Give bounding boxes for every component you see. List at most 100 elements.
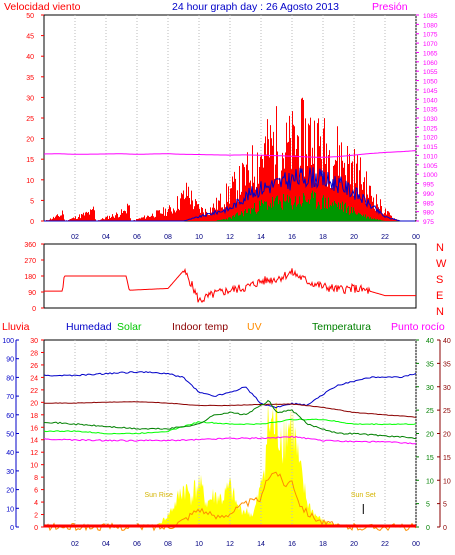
pressure-axis-tick-label: 1070 (423, 41, 438, 48)
wind-gust-series (45, 97, 401, 221)
rain-tick-label: 28 (30, 350, 38, 357)
pressure-axis-tick-label: 1025 (423, 125, 438, 132)
time-tick-label: 08 (164, 541, 172, 548)
rain-label: Lluvia (2, 321, 30, 333)
pressure-axis-tick-label: 1000 (423, 172, 438, 179)
wind-axis-tick-label: 35 (26, 75, 34, 82)
time-tick-label: 14 (257, 234, 265, 241)
rain-tick-label: 0 (34, 525, 38, 532)
pressure-label: Presión (372, 1, 408, 13)
rain-tick-label: 30 (30, 338, 38, 345)
time-tick-label: 20 (350, 541, 358, 548)
indoor-temp-label: Indoor temp (172, 321, 228, 333)
humidity-tick-label: 100 (2, 338, 14, 345)
indoor-tick-label: 15 (443, 455, 451, 462)
time-tick-label: 04 (102, 541, 110, 548)
temp-tick-label: 40 (426, 338, 434, 345)
time-tick-label: 02 (71, 541, 79, 548)
humidity-tick-label: 80 (6, 375, 14, 382)
rain-tick-label: 4 (34, 500, 38, 507)
time-tick-label: 10 (195, 541, 203, 548)
sunrise-label: Sun Rise (144, 492, 173, 499)
temperature-label: Temperatura (312, 321, 371, 333)
wind-avg-series (44, 167, 415, 222)
dewpoint-series (43, 435, 417, 445)
pressure-axis-tick-label: 1035 (423, 107, 438, 114)
indoor-tick-label: 25 (443, 408, 451, 415)
indoor-tick-label: 35 (443, 361, 451, 368)
time-tick-label: 02 (71, 234, 79, 241)
time-tick-label: 00 (412, 541, 420, 548)
time-tick-label: 10 (195, 234, 203, 241)
temp-tick-label: 35 (426, 361, 434, 368)
direction-axis-tick-label: 90 (28, 290, 36, 297)
direction-axis-tick-label: 0 (32, 306, 36, 313)
time-tick-label: 00 (412, 234, 420, 241)
pressure-axis-tick-label: 1005 (423, 163, 438, 170)
graph-title: 24 hour graph day : 26 Agosto 2013 (172, 1, 339, 13)
pressure-axis-tick-label: 1010 (423, 153, 438, 160)
pressure-axis-tick-label: 1085 (423, 13, 438, 20)
pressure-axis-tick-label: 995 (423, 182, 434, 189)
temp-tick-label: 10 (426, 478, 434, 485)
indoor-tick-label: 10 (443, 478, 451, 485)
rain-tick-label: 2 (34, 513, 38, 520)
temperature-series (43, 399, 417, 440)
direction-axis-tick-label: 180 (24, 274, 36, 281)
humidity-tick-label: 70 (6, 394, 14, 401)
wind-axis-tick-label: 30 (26, 95, 34, 102)
uv-label: UV (247, 321, 262, 333)
humidity-tick-label: 30 (6, 469, 14, 476)
humidity-tick-label: 90 (6, 357, 14, 364)
humidity-label: Humedad (66, 321, 112, 333)
wind-axis-tick-label: 5 (30, 198, 34, 205)
compass-label: E (436, 290, 443, 302)
humidity-series (43, 371, 417, 409)
pressure-series (43, 150, 417, 158)
solar-series (43, 418, 417, 435)
time-tick-label: 06 (133, 234, 141, 241)
temp-tick-label: 25 (426, 408, 434, 415)
compass-label: S (436, 274, 443, 286)
wind-axis-tick-label: 20 (26, 137, 34, 144)
pressure-axis-tick-label: 1055 (423, 69, 438, 76)
wind-axis-tick-label: 10 (26, 178, 34, 185)
time-tick-label: 06 (133, 541, 141, 548)
rain-tick-label: 8 (34, 475, 38, 482)
humidity-tick-label: 40 (6, 450, 14, 457)
wind-direction-series (44, 267, 416, 304)
time-tick-label: 16 (288, 541, 296, 548)
time-tick-label: 16 (288, 234, 296, 241)
indoor-tick-label: 20 (443, 432, 451, 439)
rain-tick-label: 16 (30, 425, 38, 432)
wind-axis-tick-label: 25 (26, 116, 34, 123)
humidity-tick-label: 0 (10, 525, 14, 532)
pressure-axis-tick-label: 980 (423, 210, 434, 217)
pressure-axis-tick-label: 1020 (423, 135, 438, 142)
temp-tick-label: 30 (426, 385, 434, 392)
indoor-tick-label: 0 (443, 525, 447, 532)
time-tick-label: 12 (226, 234, 234, 241)
temp-tick-label: 20 (426, 432, 434, 439)
indoor-temp-series (44, 401, 417, 418)
humidity-tick-label: 60 (6, 413, 14, 420)
time-tick-label: 20 (350, 234, 358, 241)
pressure-axis-tick-label: 1040 (423, 97, 438, 104)
time-tick-label: 18 (319, 234, 327, 241)
rain-tick-label: 24 (30, 375, 38, 382)
pressure-axis-tick-label: 985 (423, 200, 434, 207)
wind-axis-tick-label: 0 (30, 219, 34, 226)
pressure-axis-tick-label: 1050 (423, 79, 438, 86)
time-tick-label: 08 (164, 234, 172, 241)
compass-label: N (436, 306, 444, 318)
indoor-tick-label: 30 (443, 385, 451, 392)
wind-axis-tick-label: 40 (26, 54, 34, 61)
pressure-axis-tick-label: 990 (423, 191, 434, 198)
rain-tick-label: 12 (30, 450, 38, 457)
humidity-tick-label: 20 (6, 488, 14, 495)
sunset-label: Sun Set (351, 492, 376, 499)
rain-tick-label: 14 (30, 438, 38, 445)
dewpoint-label: Punto rocío (391, 321, 445, 333)
solar-radiation-area (44, 401, 416, 527)
